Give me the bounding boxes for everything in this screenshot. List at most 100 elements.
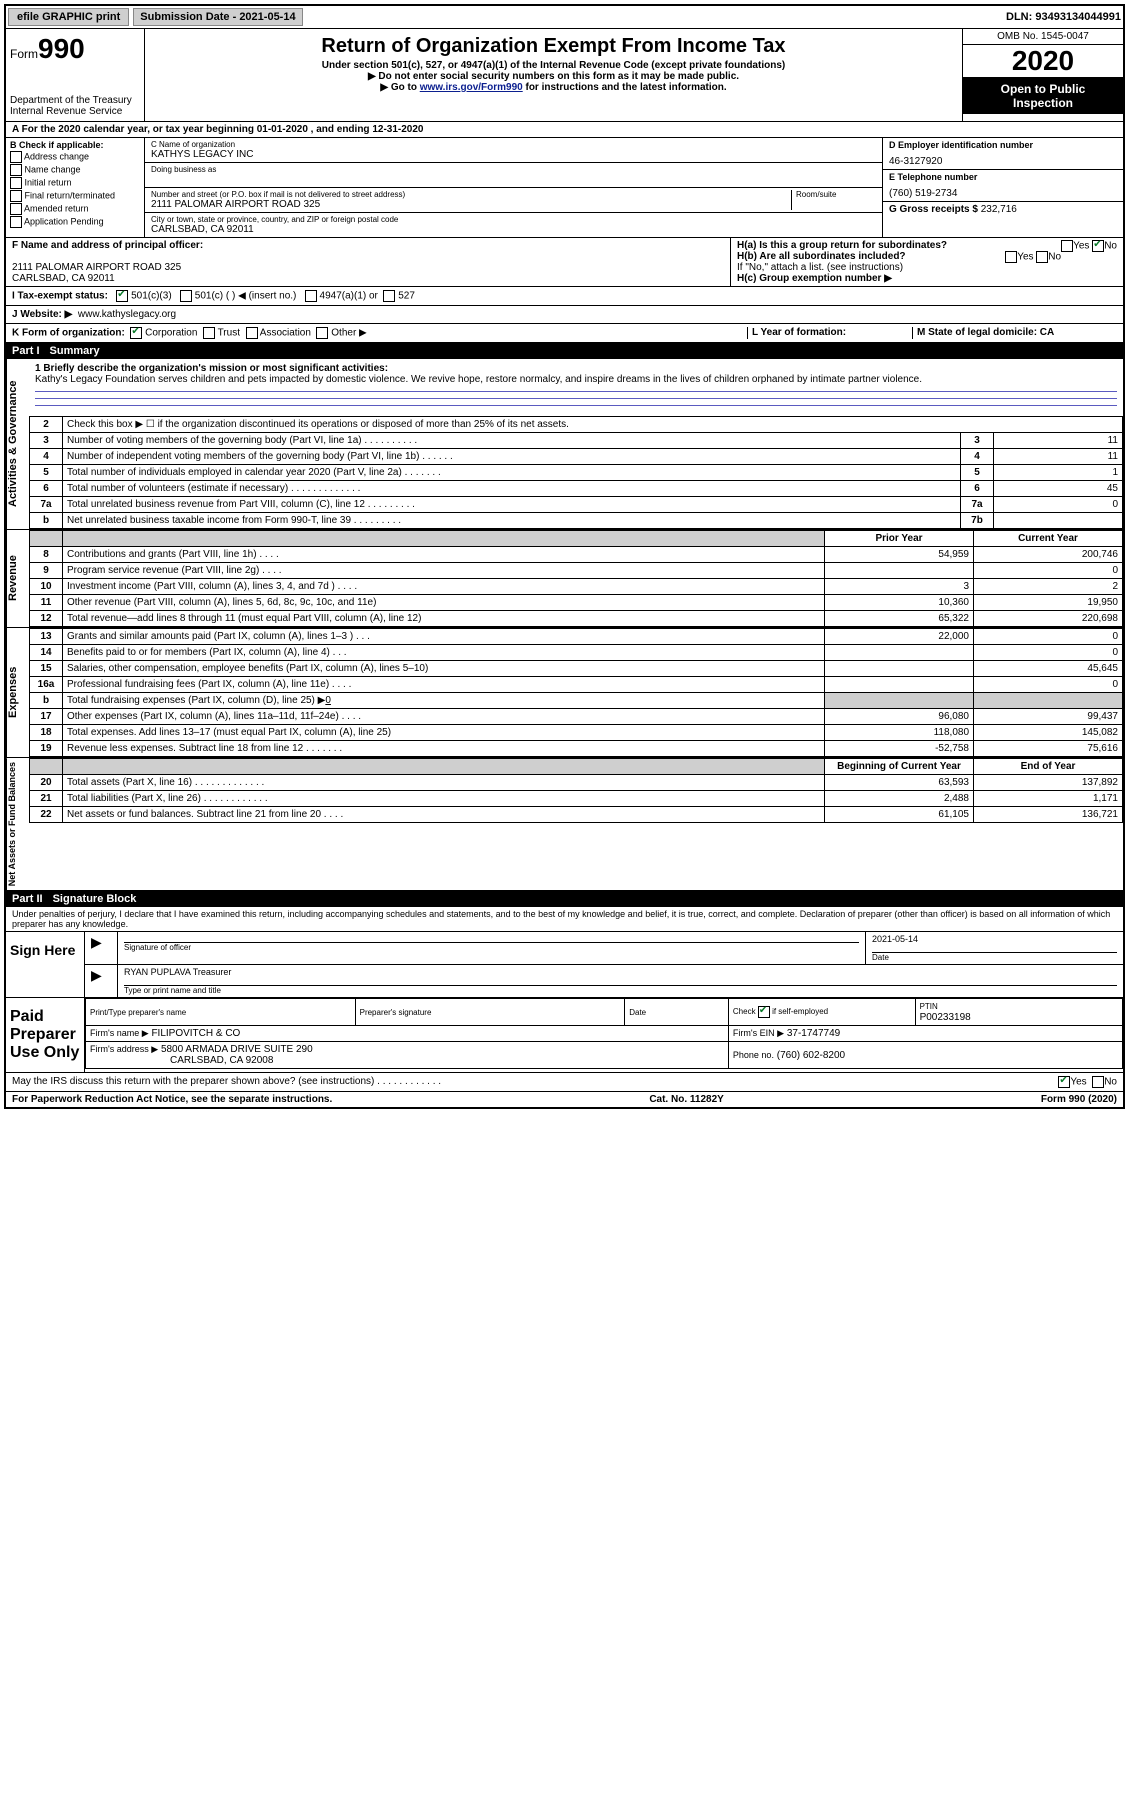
tel-value: (760) 519-2734	[889, 188, 1117, 199]
dept-irs: Internal Revenue Service	[10, 106, 140, 117]
year-formation-label: L Year of formation:	[752, 327, 846, 338]
officer-name-label: Type or print name and title	[124, 985, 1117, 995]
officer-addr2: CARLSBAD, CA 92011	[12, 273, 115, 284]
527-checkbox[interactable]	[383, 290, 395, 302]
form-header: Form990 Department of the Treasury Inter…	[6, 29, 1123, 122]
addr-label: Number and street (or P.O. box if mail i…	[151, 190, 791, 199]
expenses-table: 13Grants and similar amounts paid (Part …	[29, 628, 1123, 757]
vlabel-revenue: Revenue	[6, 530, 29, 627]
irs-link[interactable]: www.irs.gov/Form990	[420, 82, 523, 93]
omb-number: OMB No. 1545-0047	[963, 29, 1123, 45]
sig-date-value: 2021-05-14	[872, 934, 918, 944]
tel-label: E Telephone number	[889, 172, 1117, 182]
501c-checkbox[interactable]	[180, 290, 192, 302]
form-container: efile GRAPHIC print Submission Date - 20…	[4, 4, 1125, 1109]
firm-phone: (760) 602-8200	[777, 1050, 845, 1061]
room-label: Room/suite	[796, 190, 876, 199]
vlabel-expenses: Expenses	[6, 628, 29, 757]
city-label: City or town, state or province, country…	[151, 215, 876, 224]
net-assets-section: Net Assets or Fund Balances Beginning of…	[6, 758, 1123, 891]
sig-officer-label: Signature of officer	[124, 942, 859, 952]
app-pending-checkbox[interactable]: Application Pending	[10, 216, 140, 228]
subtitle-1: Under section 501(c), 527, or 4947(a)(1)…	[151, 60, 956, 71]
subtitle-3: ▶ Go to www.irs.gov/Form990 for instruct…	[151, 82, 956, 93]
self-employed-checkbox[interactable]	[758, 1006, 770, 1018]
efile-button[interactable]: efile GRAPHIC print	[8, 8, 129, 26]
gross-value: 232,716	[981, 204, 1017, 215]
mission-text: Kathy's Legacy Foundation serves childre…	[35, 374, 922, 385]
firm-ein: 37-1747749	[787, 1028, 840, 1039]
col-c-org-info: C Name of organization KATHYS LEGACY INC…	[145, 138, 882, 237]
ein-label: D Employer identification number	[889, 140, 1117, 150]
paperwork-notice: For Paperwork Reduction Act Notice, see …	[12, 1094, 332, 1105]
501c3-checkbox[interactable]	[116, 290, 128, 302]
net-assets-table: Beginning of Current YearEnd of Year 20T…	[29, 758, 1123, 823]
paid-preparer-block: Paid Preparer Use Only Print/Type prepar…	[6, 998, 1123, 1073]
discuss-no-checkbox[interactable]	[1092, 1076, 1104, 1088]
org-name: KATHYS LEGACY INC	[151, 149, 253, 160]
hc-group-exemption: H(c) Group exemption number ▶	[737, 273, 1117, 284]
cat-no: Cat. No. 11282Y	[649, 1094, 723, 1105]
col-d-ein-tel: D Employer identification number 46-3127…	[882, 138, 1123, 237]
subtitle-2: ▶ Do not enter social security numbers o…	[151, 71, 956, 82]
officer-addr1: 2111 PALOMAR AIRPORT ROAD 325	[12, 262, 181, 273]
col-b-checkboxes: B Check if applicable: Address change Na…	[6, 138, 145, 237]
other-checkbox[interactable]	[316, 327, 328, 339]
state-domicile: M State of legal domicile: CA	[917, 327, 1054, 338]
website-value: www.kathyslegacy.org	[78, 309, 176, 320]
corporation-checkbox[interactable]	[130, 327, 142, 339]
name-change-checkbox[interactable]: Name change	[10, 164, 140, 176]
perjury-declaration: Under penalties of perjury, I declare th…	[6, 907, 1123, 932]
ptin-value: P00233198	[920, 1012, 971, 1023]
row-klm: K Form of organization: Corporation Trus…	[6, 324, 1123, 343]
submission-date: Submission Date - 2021-05-14	[133, 8, 302, 26]
form-title: Return of Organization Exempt From Incom…	[151, 35, 956, 58]
section-bcd: B Check if applicable: Address change Na…	[6, 138, 1123, 238]
form-version: Form 990 (2020)	[1041, 1094, 1117, 1105]
inspection-notice: Open to PublicInspection	[963, 78, 1123, 114]
officer-name: RYAN PUPLAVA Treasurer	[124, 967, 231, 977]
org-address: 2111 PALOMAR AIRPORT ROAD 325	[151, 199, 320, 210]
trust-checkbox[interactable]	[203, 327, 215, 339]
ha-group-return: H(a) Is this a group return for subordin…	[737, 240, 1117, 251]
activities-governance-section: Activities & Governance 1 Briefly descri…	[6, 359, 1123, 530]
expenses-section: Expenses 13Grants and similar amounts pa…	[6, 628, 1123, 758]
part-2-header: Part II Signature Block	[6, 891, 1123, 907]
vlabel-governance: Activities & Governance	[6, 359, 29, 529]
dln: DLN: 93493134044991	[1006, 11, 1121, 23]
form-number: Form990	[10, 33, 140, 65]
firm-name: FILIPOVITCH & CO	[151, 1028, 240, 1039]
addr-change-checkbox[interactable]: Address change	[10, 151, 140, 163]
part-1-header: Part I Summary	[6, 343, 1123, 359]
final-return-checkbox[interactable]: Final return/terminated	[10, 190, 140, 202]
irs-discuss-row: May the IRS discuss this return with the…	[6, 1073, 1123, 1092]
paid-preparer-label: Paid Preparer Use Only	[6, 998, 85, 1072]
firm-addr1: 5800 ARMADA DRIVE SUITE 290	[161, 1044, 313, 1055]
amended-return-checkbox[interactable]: Amended return	[10, 203, 140, 215]
revenue-section: Revenue Prior YearCurrent Year 8Contribu…	[6, 530, 1123, 628]
initial-return-checkbox[interactable]: Initial return	[10, 177, 140, 189]
footer: For Paperwork Reduction Act Notice, see …	[6, 1092, 1123, 1107]
sign-here-block: Sign Here ▶ Signature of officer 2021-05…	[6, 932, 1123, 998]
dept-treasury: Department of the Treasury	[10, 95, 140, 106]
row-i-tax-exempt: I Tax-exempt status: 501(c)(3) 501(c) ( …	[6, 287, 1123, 306]
row-a-tax-year: A For the 2020 calendar year, or tax yea…	[6, 122, 1123, 138]
hb-note: If "No," attach a list. (see instruction…	[737, 262, 1117, 273]
revenue-table: Prior YearCurrent Year 8Contributions an…	[29, 530, 1123, 627]
association-checkbox[interactable]	[246, 327, 258, 339]
section-fh: F Name and address of principal officer:…	[6, 238, 1123, 287]
topbar: efile GRAPHIC print Submission Date - 20…	[6, 6, 1123, 29]
governance-table: 2Check this box ▶ ☐ if the organization …	[29, 416, 1123, 529]
firm-addr2: CARLSBAD, CA 92008	[170, 1055, 273, 1066]
org-city: CARLSBAD, CA 92011	[151, 224, 254, 235]
mission-prompt: 1 Briefly describe the organization's mi…	[35, 363, 388, 374]
tax-year: 2020	[963, 45, 1123, 78]
vlabel-net-assets: Net Assets or Fund Balances	[6, 758, 29, 890]
4947a1-checkbox[interactable]	[305, 290, 317, 302]
discuss-yes-checkbox[interactable]	[1058, 1076, 1070, 1088]
preparer-table: Print/Type preparer's name Preparer's si…	[85, 998, 1123, 1069]
row-j-website: J Website: ▶ www.kathyslegacy.org	[6, 306, 1123, 324]
officer-label: F Name and address of principal officer:	[12, 240, 203, 251]
dba-label: Doing business as	[151, 165, 876, 174]
hb-subordinates: H(b) Are all subordinates included? Yes …	[737, 251, 1117, 262]
